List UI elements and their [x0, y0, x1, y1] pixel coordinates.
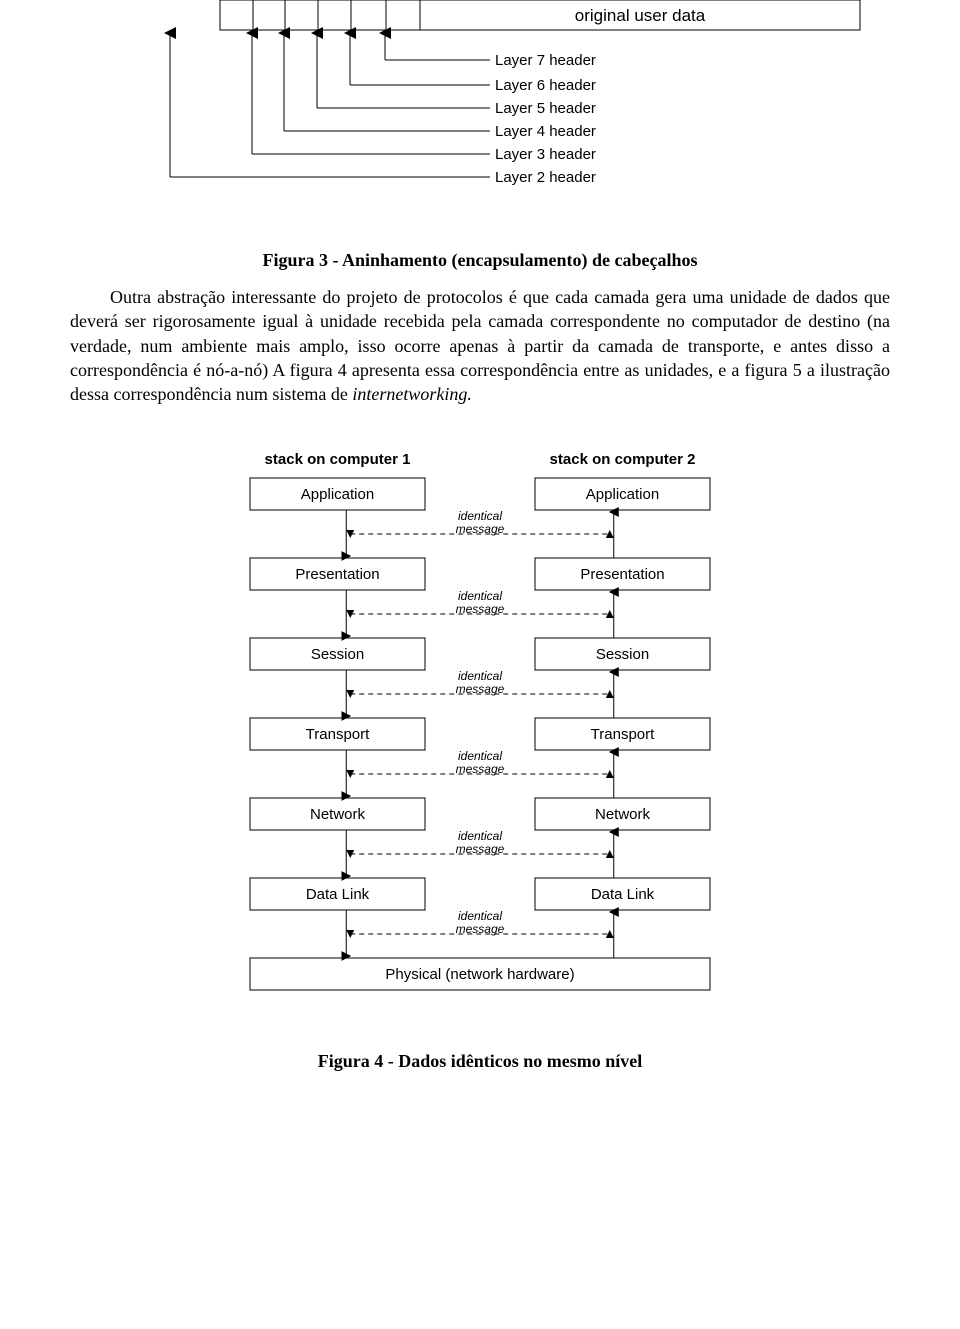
- svg-text:Session: Session: [311, 646, 364, 663]
- figure-4-diagram: stack on computer 1 stack on computer 2 Ap…: [190, 446, 770, 1006]
- svg-text:Application: Application: [586, 486, 659, 503]
- svg-text:Data Link: Data Link: [591, 886, 655, 903]
- svg-text:Physical (network hardware): Physical (network hardware): [385, 966, 574, 983]
- svg-text:Layer 5 header: Layer 5 header: [495, 100, 596, 117]
- svg-text:stack on computer 2: stack on computer 2: [550, 451, 696, 468]
- svg-text:Layer 6 header: Layer 6 header: [495, 77, 596, 94]
- svg-text:message: message: [456, 842, 505, 856]
- svg-text:message: message: [456, 922, 505, 936]
- svg-text:Layer 3 header: Layer 3 header: [495, 146, 596, 163]
- svg-text:Data Link: Data Link: [306, 886, 370, 903]
- page: original user data Layer 7 header Layer 6 …: [0, 0, 960, 1112]
- svg-text:Transport: Transport: [591, 726, 655, 743]
- svg-text:Network: Network: [310, 806, 366, 823]
- svg-text:message: message: [456, 522, 505, 536]
- svg-text:Application: Application: [301, 486, 374, 503]
- svg-text:Presentation: Presentation: [295, 566, 379, 583]
- svg-text:Layer 4 header: Layer 4 header: [495, 123, 596, 140]
- svg-text:Layer 2 header: Layer 2 header: [495, 169, 596, 186]
- svg-text:identical: identical: [458, 669, 502, 683]
- svg-text:identical: identical: [458, 749, 502, 763]
- svg-text:Network: Network: [595, 806, 651, 823]
- svg-text:message: message: [456, 602, 505, 616]
- svg-text:message: message: [456, 682, 505, 696]
- svg-text:identical: identical: [458, 909, 502, 923]
- svg-text:message: message: [456, 762, 505, 776]
- body-text-italic: internetworking.: [352, 384, 472, 404]
- svg-text:identical: identical: [458, 589, 502, 603]
- body-paragraph: Outra abstração interessante do projeto …: [70, 285, 890, 406]
- svg-text:Presentation: Presentation: [580, 566, 664, 583]
- svg-text:original user data: original user data: [575, 6, 706, 25]
- figure-4-caption: Figura 4 - Dados idênticos no mesmo níve…: [70, 1051, 890, 1072]
- svg-text:stack on computer 1: stack on computer 1: [265, 451, 411, 468]
- svg-text:identical: identical: [458, 829, 502, 843]
- svg-text:Session: Session: [596, 646, 649, 663]
- svg-text:Transport: Transport: [306, 726, 370, 743]
- figure-3-caption: Figura 3 - Aninhamento (encapsulamento) …: [70, 250, 890, 271]
- figure-3-diagram: original user data Layer 7 header Layer 6 …: [70, 0, 890, 195]
- body-text-main: Outra abstração interessante do projeto …: [70, 287, 890, 404]
- svg-text:Layer 7 header: Layer 7 header: [495, 52, 596, 69]
- svg-text:identical: identical: [458, 509, 502, 523]
